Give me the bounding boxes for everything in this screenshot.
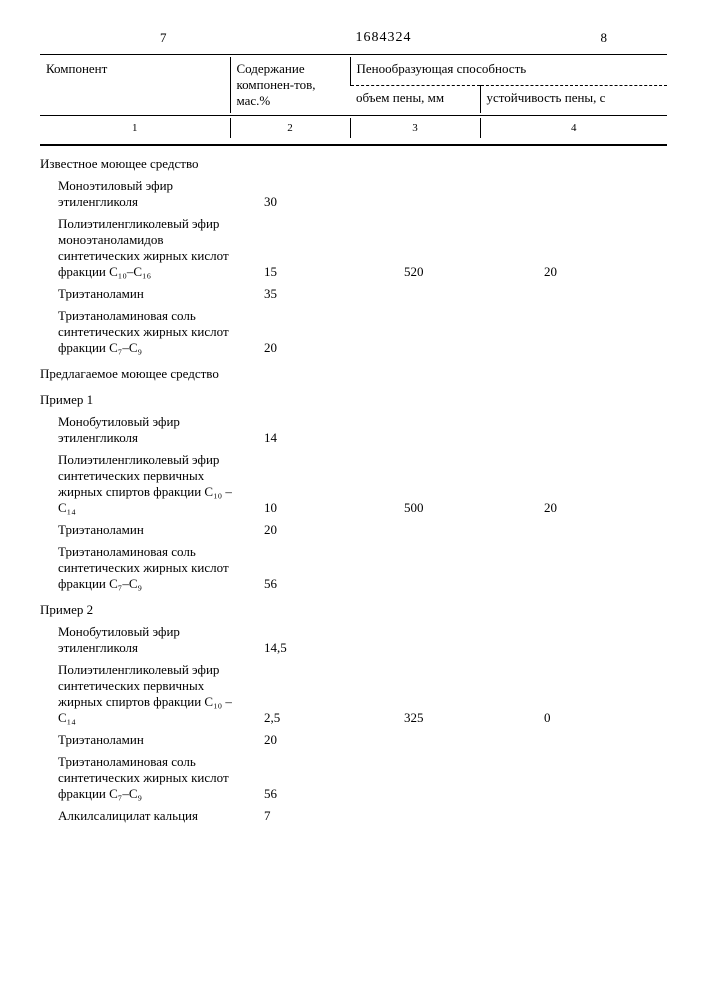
header-col1: Компонент [40, 57, 230, 113]
rule-top [40, 54, 667, 55]
col-number-row: 1 2 3 4 [40, 118, 667, 138]
table-body: Известное моющее средство Моноэтиловый эф… [40, 156, 667, 824]
table-row: Алкилсалицилат кальция7 [40, 808, 667, 824]
section-title: Известное моющее средство [40, 156, 667, 172]
table-row: Триэтаноламиновая соль синтетических жир… [40, 308, 667, 356]
table-row: Монобутиловый эфир этиленгликоля14,5 [40, 624, 667, 656]
content-value: 2,5 [256, 710, 384, 726]
colnum-3: 3 [350, 118, 480, 138]
foam-volume: 500 [384, 500, 524, 516]
content-value: 56 [256, 576, 384, 592]
component-name: Моноэтиловый эфир этиленгликоля [40, 178, 256, 210]
component-name: Триэтаноламиновая соль синтетических жир… [40, 754, 256, 802]
document-number: 1684324 [356, 30, 412, 46]
section-title: Предлагаемое моющее средство [40, 366, 667, 382]
table-row: Триэтаноламиновая соль синтетических жир… [40, 754, 667, 802]
component-name: Полиэтиленгликолевый эфир синтетических … [40, 662, 256, 726]
content-value: 20 [256, 340, 384, 356]
section-title: Пример 2 [40, 602, 667, 618]
component-name: Монобутиловый эфир этиленгликоля [40, 414, 256, 446]
colnum-1: 1 [40, 118, 230, 138]
header-col4: устойчивость пены, с [480, 85, 667, 113]
page-right: 8 [601, 30, 608, 46]
content-value: 14 [256, 430, 384, 446]
component-name: Триэтаноламиновая соль синтетических жир… [40, 308, 256, 356]
table-row: Монобутиловый эфир этиленгликоля14 [40, 414, 667, 446]
page-left: 7 [160, 30, 167, 46]
content-value: 20 [256, 732, 384, 748]
component-name: Монобутиловый эфир этиленгликоля [40, 624, 256, 656]
content-value: 20 [256, 522, 384, 538]
header-col3: объем пены, мм [350, 85, 480, 113]
page-numbers-row: 7 1684324 8 [40, 30, 667, 46]
component-name: Триэтаноламин [40, 732, 256, 748]
header-col2: Содержание компонен-тов, мас.% [230, 57, 350, 113]
colnum-4: 4 [480, 118, 667, 138]
foam-volume: 520 [384, 264, 524, 280]
foam-stability: 20 [524, 500, 664, 516]
table-row: Триэтаноламин20 [40, 522, 667, 538]
content-value: 35 [256, 286, 384, 302]
component-name: Полиэтиленгликолевый эфир моноэтаноламид… [40, 216, 256, 280]
content-value: 14,5 [256, 640, 384, 656]
component-name: Алкилсалицилат кальция [40, 808, 256, 824]
table-header: Компонент Содержание компонен-тов, мас.%… [40, 57, 667, 113]
component-name: Триэтаноламиновая соль синтетических жир… [40, 544, 256, 592]
content-value: 56 [256, 786, 384, 802]
content-value: 15 [256, 264, 384, 280]
table-row: Триэтаноламиновая соль синтетических жир… [40, 544, 667, 592]
rule-thick [40, 144, 667, 146]
table-row: Триэтаноламин20 [40, 732, 667, 748]
foam-stability: 0 [524, 710, 664, 726]
table-row: Полиэтиленгликолевый эфир моноэтаноламид… [40, 216, 667, 280]
content-value: 30 [256, 194, 384, 210]
content-value: 10 [256, 500, 384, 516]
table-row: Полиэтиленгликолевый эфир синтетических … [40, 452, 667, 516]
table-row: Моноэтиловый эфир этиленгликоля30 [40, 178, 667, 210]
header-col34-top: Пенообразующая способность [350, 57, 667, 85]
foam-stability: 20 [524, 264, 664, 280]
colnum-2: 2 [230, 118, 350, 138]
table-row: Полиэтиленгликолевый эфир синтетических … [40, 662, 667, 726]
section-title: Пример 1 [40, 392, 667, 408]
foam-volume: 325 [384, 710, 524, 726]
component-name: Триэтаноламин [40, 522, 256, 538]
table-row: Триэтаноламин35 [40, 286, 667, 302]
component-name: Полиэтиленгликолевый эфир синтетических … [40, 452, 256, 516]
content-value: 7 [256, 808, 384, 824]
rule-mid1 [40, 115, 667, 116]
component-name: Триэтаноламин [40, 286, 256, 302]
